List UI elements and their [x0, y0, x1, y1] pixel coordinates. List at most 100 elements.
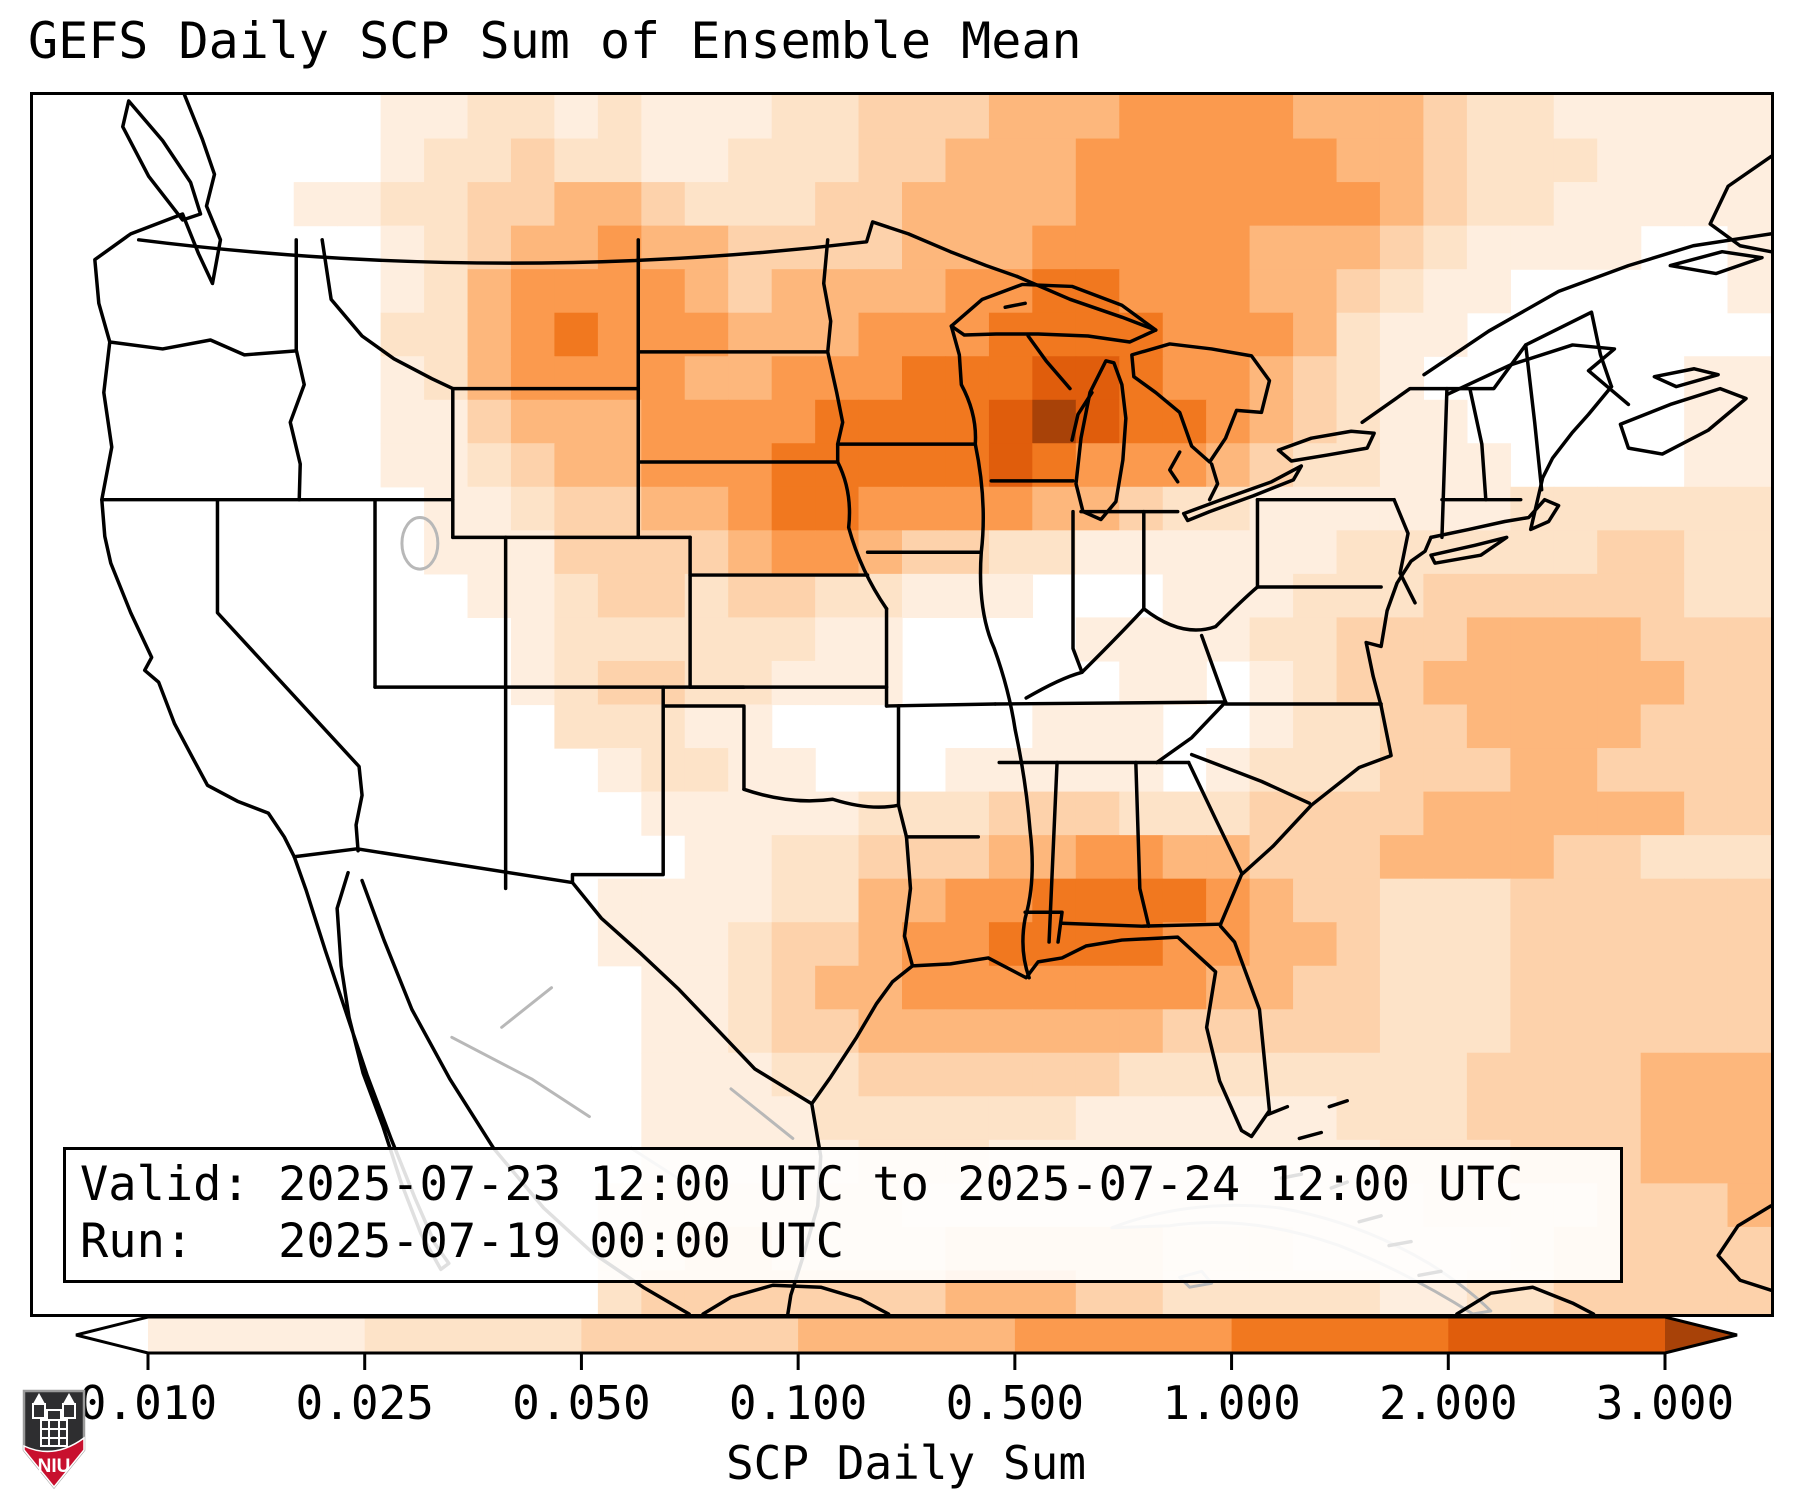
newfoundland-corner: [1708, 154, 1771, 254]
heat-cell: [1684, 486, 1729, 531]
heat-cell: [1423, 922, 1468, 967]
heat-cell: [1553, 965, 1598, 1010]
heat-cell: [1119, 791, 1164, 836]
heat-cell: [1293, 95, 1338, 140]
missouri-river: [835, 460, 889, 611]
heat-cell: [641, 138, 686, 183]
heat-cell: [1032, 486, 1077, 531]
heat-cell: [1336, 791, 1381, 836]
heat-cell: [1336, 573, 1381, 619]
heat-cell: [1597, 182, 1642, 227]
heat-cell: [1510, 791, 1555, 836]
map-panel: Valid: 2025-07-23 12:00 UTC to 2025-07-2…: [30, 92, 1774, 1317]
heat-cell: [1206, 138, 1251, 183]
heat-cell: [1075, 835, 1120, 880]
heat-cell: [1510, 1009, 1555, 1054]
heat-cell: [1162, 573, 1207, 619]
colorbar-segment: [148, 1317, 366, 1353]
heat-cell: [1466, 660, 1511, 706]
heat-cell: [467, 182, 512, 227]
heat-cell: [902, 1009, 947, 1054]
heat-cell: [1206, 878, 1251, 923]
heat-cell: [771, 486, 816, 531]
heat-cell: [988, 182, 1034, 227]
heat-cell: [467, 312, 512, 357]
la-ms-31n: [1023, 910, 1064, 944]
heat-cell: [467, 138, 512, 183]
heat-cell: [858, 182, 903, 227]
heat-cell: [510, 660, 555, 706]
heat-cell: [1249, 922, 1294, 967]
heat-cell: [1379, 835, 1424, 880]
al-ga-border: [1134, 760, 1151, 928]
heat-cell: [815, 1096, 860, 1141]
heat-cell: [1510, 573, 1555, 619]
heat-cell: [1727, 95, 1771, 140]
heat-cell: [467, 443, 512, 488]
heat-cell: [597, 399, 642, 444]
heat-cell: [815, 312, 860, 357]
heat-cell: [858, 573, 903, 619]
heat-cell: [1075, 138, 1120, 183]
heat-cell: [1075, 965, 1120, 1010]
heat-cell: [728, 1009, 773, 1054]
great-salt-lake: [400, 516, 440, 571]
heat-cell: [1249, 1009, 1294, 1054]
heat-cell: [1553, 617, 1598, 662]
heat-cell: [1466, 748, 1511, 793]
heat-cell: [1293, 182, 1338, 227]
heat-cell: [1206, 922, 1251, 967]
heat-cell: [1336, 356, 1381, 401]
heat-cell: [1466, 965, 1511, 1010]
right-edge-islands: [1716, 1204, 1771, 1292]
wa-id-or-id-border: [288, 238, 306, 502]
heat-cell: [771, 530, 816, 575]
heat-cell: [1640, 573, 1685, 619]
heat-cell: [1336, 617, 1381, 662]
heat-cell: [1119, 965, 1164, 1010]
heat-cell: [1379, 443, 1424, 488]
heat-cell: [1119, 748, 1164, 793]
heat-cell: [1553, 138, 1598, 183]
heat-cell: [1336, 269, 1381, 314]
heat-cell: [1249, 138, 1294, 183]
heat-cell: [1510, 748, 1555, 793]
id-mt-border: [320, 238, 455, 391]
heat-cell: [728, 965, 773, 1010]
heat-cell: [1162, 356, 1207, 401]
heat-cell: [815, 269, 860, 314]
heat-cell: [1075, 1096, 1120, 1141]
heat-cell: [771, 95, 816, 140]
heat-cell: [1597, 922, 1642, 967]
heat-cell: [1293, 530, 1338, 575]
heat-cell: [597, 878, 642, 923]
heat-cell: [1162, 138, 1207, 183]
heat-cell: [1032, 704, 1077, 749]
heat-cell: [1379, 1052, 1424, 1097]
heat-cell: [684, 486, 729, 531]
heat-cell: [815, 399, 860, 444]
colorbar-tick-label: 0.010: [78, 1376, 218, 1430]
heat-cell: [1727, 660, 1771, 706]
heat-cell: [728, 269, 773, 314]
heat-cell: [641, 356, 686, 401]
heat-cell: [641, 573, 686, 619]
heat-cell: [424, 312, 469, 357]
heat-cell: [1119, 486, 1164, 531]
heat-cell: [1510, 95, 1555, 140]
heat-cell: [858, 1009, 903, 1054]
heat-cell: [1640, 530, 1685, 575]
heat-cell: [641, 225, 686, 270]
heat-cell: [1510, 660, 1555, 706]
heat-cell: [684, 95, 729, 140]
figure-title: GEFS Daily SCP Sum of Ensemble Mean: [28, 12, 1082, 70]
heat-cell: [1075, 1052, 1120, 1097]
heat-cell: [771, 269, 816, 314]
heat-cell: [1553, 835, 1598, 880]
heat-cell: [858, 225, 903, 270]
heat-cell: [1119, 182, 1164, 227]
heat-cell: [1553, 1052, 1598, 1097]
heat-cell: [1206, 399, 1251, 444]
heat-cell: [1162, 269, 1207, 314]
